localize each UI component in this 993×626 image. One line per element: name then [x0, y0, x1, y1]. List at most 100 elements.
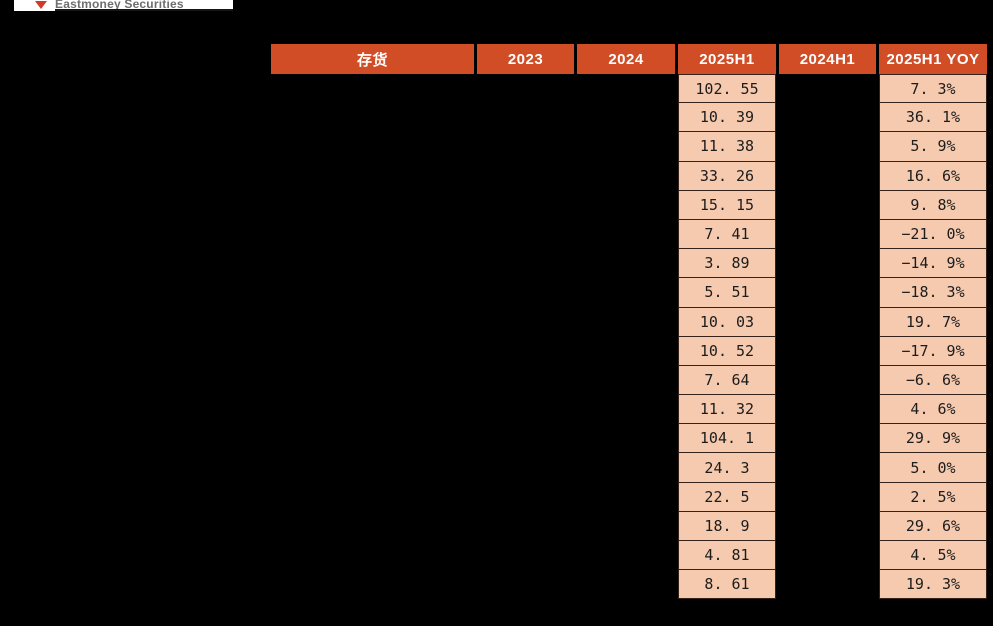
value-2025h1: 33. 26	[678, 161, 776, 191]
value-2025h1-yoy: 4. 6%	[879, 395, 987, 425]
value-2025h1-yoy: 9. 8%	[879, 190, 987, 220]
header-cell-4: 2024H1	[779, 44, 876, 74]
hidden-cell	[779, 337, 876, 366]
hidden-cell	[779, 278, 876, 307]
hidden-cell	[779, 74, 876, 103]
eastmoney-arrow-icon	[35, 1, 47, 9]
value-2025h1-yoy: 5. 0%	[879, 453, 987, 483]
hidden-cell	[577, 424, 675, 453]
eastmoney-logo: Eastmoney Securities	[14, 0, 233, 11]
inventory-table: 存货 2023 2024 2025H1 2024H1 2025H1 YOY 102. 55 7…	[271, 44, 987, 600]
hidden-cell	[779, 308, 876, 337]
hidden-cell	[779, 191, 876, 220]
hidden-cell	[477, 74, 574, 103]
hidden-cell	[477, 162, 574, 191]
header-cell-1: 2023	[477, 44, 574, 74]
value-2025h1: 104. 1	[678, 424, 776, 454]
value-2025h1: 3. 89	[678, 249, 776, 279]
hidden-cell	[477, 220, 574, 249]
hidden-cell	[477, 132, 574, 161]
hidden-cell	[477, 395, 574, 424]
value-2025h1-yoy: 36. 1%	[879, 103, 987, 133]
hidden-cell	[271, 132, 474, 161]
value-2025h1: 4. 81	[678, 541, 776, 571]
hidden-cell	[477, 278, 574, 307]
value-2025h1: 7. 64	[678, 365, 776, 396]
hidden-cell	[577, 249, 675, 278]
hidden-cell	[577, 220, 675, 249]
hidden-cell	[477, 512, 574, 541]
hidden-cell	[577, 308, 675, 337]
header-cell-0: 存货	[271, 44, 474, 74]
hidden-cell	[577, 366, 675, 395]
hidden-cell	[577, 483, 675, 512]
hidden-cell	[577, 512, 675, 541]
hidden-cell	[779, 395, 876, 424]
hidden-cell	[271, 162, 474, 191]
hidden-cell	[577, 453, 675, 482]
hidden-cell	[577, 132, 675, 161]
hidden-cell	[577, 74, 675, 103]
hidden-cell	[477, 103, 574, 132]
hidden-cell	[271, 337, 474, 366]
hidden-cell	[271, 512, 474, 541]
hidden-cell	[779, 512, 876, 541]
value-2025h1-yoy: 19. 3%	[879, 570, 987, 600]
hidden-cell	[779, 570, 876, 599]
hidden-cell	[779, 162, 876, 191]
hidden-cell	[477, 483, 574, 512]
header-cell-3: 2025H1	[678, 44, 776, 74]
hidden-cell	[779, 424, 876, 453]
hidden-cell	[779, 483, 876, 512]
logo-text: Eastmoney Securities	[55, 0, 184, 11]
hidden-cell	[271, 453, 474, 482]
value-2025h1-yoy: −21. 0%	[879, 219, 987, 250]
value-2025h1-yoy: −17. 9%	[879, 336, 987, 366]
hidden-cell	[577, 395, 675, 424]
hidden-cell	[477, 366, 574, 395]
value-2025h1-yoy: 29. 6%	[879, 511, 987, 541]
hidden-cell	[477, 453, 574, 482]
hidden-cell	[271, 424, 474, 453]
value-2025h1: 11. 38	[678, 132, 776, 162]
hidden-cell	[477, 308, 574, 337]
value-2025h1-yoy: 5. 9%	[879, 132, 987, 162]
hidden-cell	[779, 220, 876, 249]
hidden-cell	[477, 191, 574, 220]
hidden-cell	[577, 570, 675, 599]
hidden-cell	[779, 249, 876, 278]
value-2025h1-yoy: −6. 6%	[879, 365, 987, 396]
value-2025h1-yoy: −14. 9%	[879, 249, 987, 279]
hidden-cell	[577, 278, 675, 307]
hidden-cell	[477, 337, 574, 366]
value-2025h1: 24. 3	[678, 453, 776, 483]
logo-underline	[55, 9, 233, 11]
hidden-cell	[271, 278, 474, 307]
header-cell-2: 2024	[577, 44, 675, 74]
hidden-cell	[779, 541, 876, 570]
hidden-cell	[271, 74, 474, 103]
hidden-cell	[271, 483, 474, 512]
hidden-cell	[271, 366, 474, 395]
value-2025h1-yoy: 16. 6%	[879, 161, 987, 191]
hidden-cell	[271, 570, 474, 599]
hidden-cell	[271, 220, 474, 249]
hidden-cell	[577, 191, 675, 220]
value-2025h1-yoy: 2. 5%	[879, 482, 987, 512]
hidden-cell	[779, 366, 876, 395]
value-2025h1: 10. 52	[678, 336, 776, 366]
hidden-cell	[271, 249, 474, 278]
value-2025h1-yoy: 7. 3%	[879, 74, 987, 104]
value-2025h1: 102. 55	[678, 74, 776, 104]
hidden-cell	[477, 541, 574, 570]
hidden-cell	[271, 308, 474, 337]
value-2025h1: 10. 03	[678, 307, 776, 337]
value-2025h1: 15. 15	[678, 190, 776, 220]
hidden-cell	[271, 541, 474, 570]
hidden-cell	[271, 191, 474, 220]
hidden-cell	[271, 395, 474, 424]
hidden-cell	[477, 570, 574, 599]
hidden-cell	[271, 103, 474, 132]
value-2025h1: 7. 41	[678, 219, 776, 250]
hidden-cell	[577, 162, 675, 191]
